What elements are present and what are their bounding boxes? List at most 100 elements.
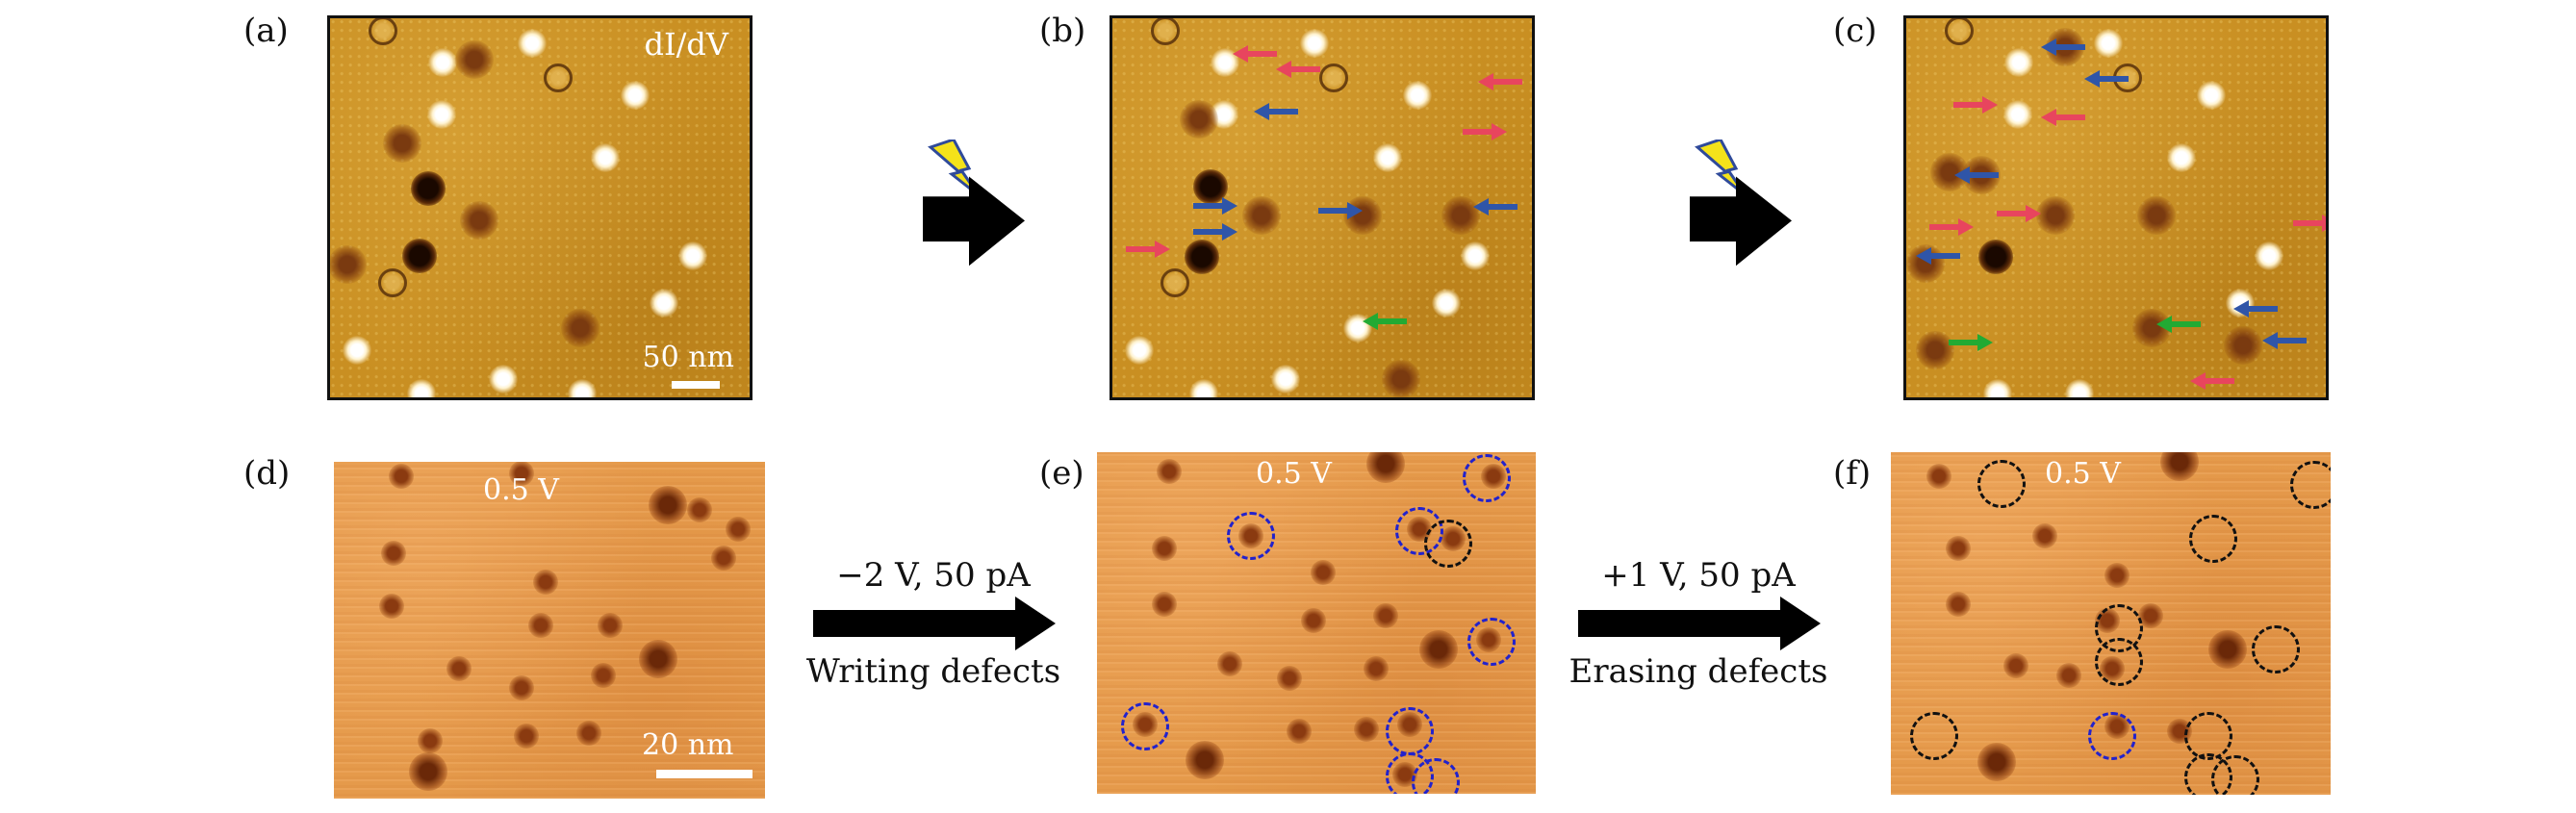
bright-defect bbox=[343, 336, 371, 365]
stm-image-c bbox=[1903, 15, 2329, 400]
red-arrow bbox=[2293, 215, 2326, 232]
bright-defect bbox=[518, 29, 547, 58]
defect-spot bbox=[1217, 651, 1242, 676]
erase-params: +1 V, 50 pA bbox=[1601, 556, 1796, 595]
written-defect-circle bbox=[1467, 618, 1516, 666]
erase-caption: Erasing defects bbox=[1569, 652, 1828, 691]
green-arrow bbox=[2156, 316, 2201, 333]
dark-defect bbox=[1242, 196, 1281, 235]
blue-arrow bbox=[2084, 70, 2129, 88]
red-arrow bbox=[1953, 96, 1998, 114]
written-defect-circle bbox=[1412, 758, 1460, 794]
defect-spot bbox=[1301, 608, 1326, 633]
defect-spot bbox=[381, 541, 406, 566]
black-defect bbox=[411, 171, 446, 206]
bright-defect bbox=[2197, 81, 2226, 110]
panel-label-f: (f) bbox=[1833, 454, 1872, 493]
defect-spot bbox=[1366, 452, 1405, 483]
black-defect bbox=[402, 239, 437, 273]
scale-label: 50 nm bbox=[642, 341, 734, 374]
erased-defect-circle bbox=[1424, 520, 1472, 568]
bright-defect bbox=[2094, 29, 2123, 58]
blue-arrow bbox=[1954, 166, 1999, 184]
dark-defect bbox=[455, 40, 494, 79]
defect-spot bbox=[1311, 560, 1336, 585]
defect-spot bbox=[409, 752, 447, 791]
red-arrow bbox=[1126, 241, 1170, 258]
defect-spot bbox=[2208, 630, 2247, 669]
panel-label-d: (d) bbox=[243, 454, 291, 493]
bright-defect bbox=[1125, 336, 1154, 365]
process-arrow-icon bbox=[1578, 597, 1821, 650]
written-defect-circle bbox=[1386, 707, 1434, 755]
red-arrow bbox=[1478, 73, 1522, 90]
defect-spot bbox=[576, 721, 601, 746]
written-defect-circle bbox=[2088, 712, 2136, 760]
stm-image-b bbox=[1109, 15, 1535, 400]
defect-spot bbox=[639, 640, 677, 678]
red-arrow bbox=[1997, 205, 2041, 222]
blue-arrow bbox=[1193, 223, 1237, 241]
red-arrow bbox=[1276, 61, 1320, 78]
bright-defect bbox=[650, 289, 678, 318]
dark-defect bbox=[2224, 326, 2262, 365]
blue-arrow bbox=[2041, 38, 2085, 56]
blue-arrow bbox=[2262, 332, 2307, 349]
defect-spot bbox=[533, 570, 558, 595]
defect-spot bbox=[528, 613, 553, 638]
bright-defect bbox=[1300, 29, 1329, 58]
defect-spot bbox=[711, 546, 736, 571]
bright-defect bbox=[1983, 379, 2012, 397]
stm-image-f: 0.5 V bbox=[1891, 452, 2331, 795]
bright-defect bbox=[1432, 289, 1461, 318]
defect-spot bbox=[1287, 719, 1312, 744]
written-defect-circle bbox=[1121, 702, 1169, 750]
erased-defect-circle bbox=[1977, 460, 2026, 508]
bright-defect bbox=[2255, 241, 2283, 270]
pulse-lightning-icon bbox=[1690, 140, 1792, 267]
blue-arrow bbox=[1193, 197, 1237, 215]
bright-defect bbox=[489, 365, 518, 394]
defect-spot bbox=[2003, 653, 2028, 678]
dark-defect bbox=[383, 124, 421, 163]
write-caption: Writing defects bbox=[805, 652, 1061, 691]
bright-defect bbox=[621, 81, 650, 110]
defect-spot bbox=[1186, 741, 1224, 779]
red-arrow bbox=[1929, 218, 1974, 236]
stm-image-d: 0.5 V 20 nm bbox=[334, 462, 765, 799]
dark-defect bbox=[330, 245, 367, 284]
dark-defect bbox=[561, 309, 599, 347]
ring-defect bbox=[1151, 18, 1180, 45]
bright-defect bbox=[407, 379, 436, 397]
defect-spot bbox=[509, 462, 534, 486]
erased-defect-circle bbox=[2189, 515, 2237, 563]
defect-spot bbox=[598, 613, 623, 638]
ring-defect bbox=[1945, 18, 1974, 45]
defect-spot bbox=[1354, 717, 1379, 742]
defect-spot bbox=[1977, 743, 2016, 781]
stm-image-a: dI/dV 50 nm bbox=[327, 15, 752, 400]
dark-defect bbox=[1916, 331, 1954, 369]
bias-label: 0.5 V bbox=[1256, 457, 1332, 491]
defect-spot bbox=[514, 724, 539, 749]
stm-image-e: 0.5 V bbox=[1097, 452, 1536, 794]
ring-defect bbox=[1319, 64, 1348, 92]
defect-spot bbox=[1926, 464, 1951, 489]
defect-spot bbox=[1277, 666, 1302, 691]
bright-defect bbox=[1189, 379, 1218, 397]
erased-defect-circle bbox=[1910, 712, 1958, 760]
defect-spot bbox=[687, 497, 712, 522]
defect-spot bbox=[446, 656, 472, 681]
blue-arrow bbox=[1254, 103, 1298, 120]
dark-defect bbox=[460, 201, 498, 240]
erased-defect-circle bbox=[2290, 461, 2331, 509]
defect-spot bbox=[1364, 656, 1389, 681]
dark-defect bbox=[1382, 360, 1420, 397]
panel-label-a: (a) bbox=[243, 12, 289, 50]
bright-defect bbox=[591, 143, 620, 172]
erased-defect-circle bbox=[2252, 625, 2300, 673]
ring-defect bbox=[369, 18, 397, 45]
bright-defect bbox=[1373, 143, 1402, 172]
ring-defect bbox=[1160, 268, 1189, 297]
dark-defect bbox=[2137, 196, 2176, 235]
